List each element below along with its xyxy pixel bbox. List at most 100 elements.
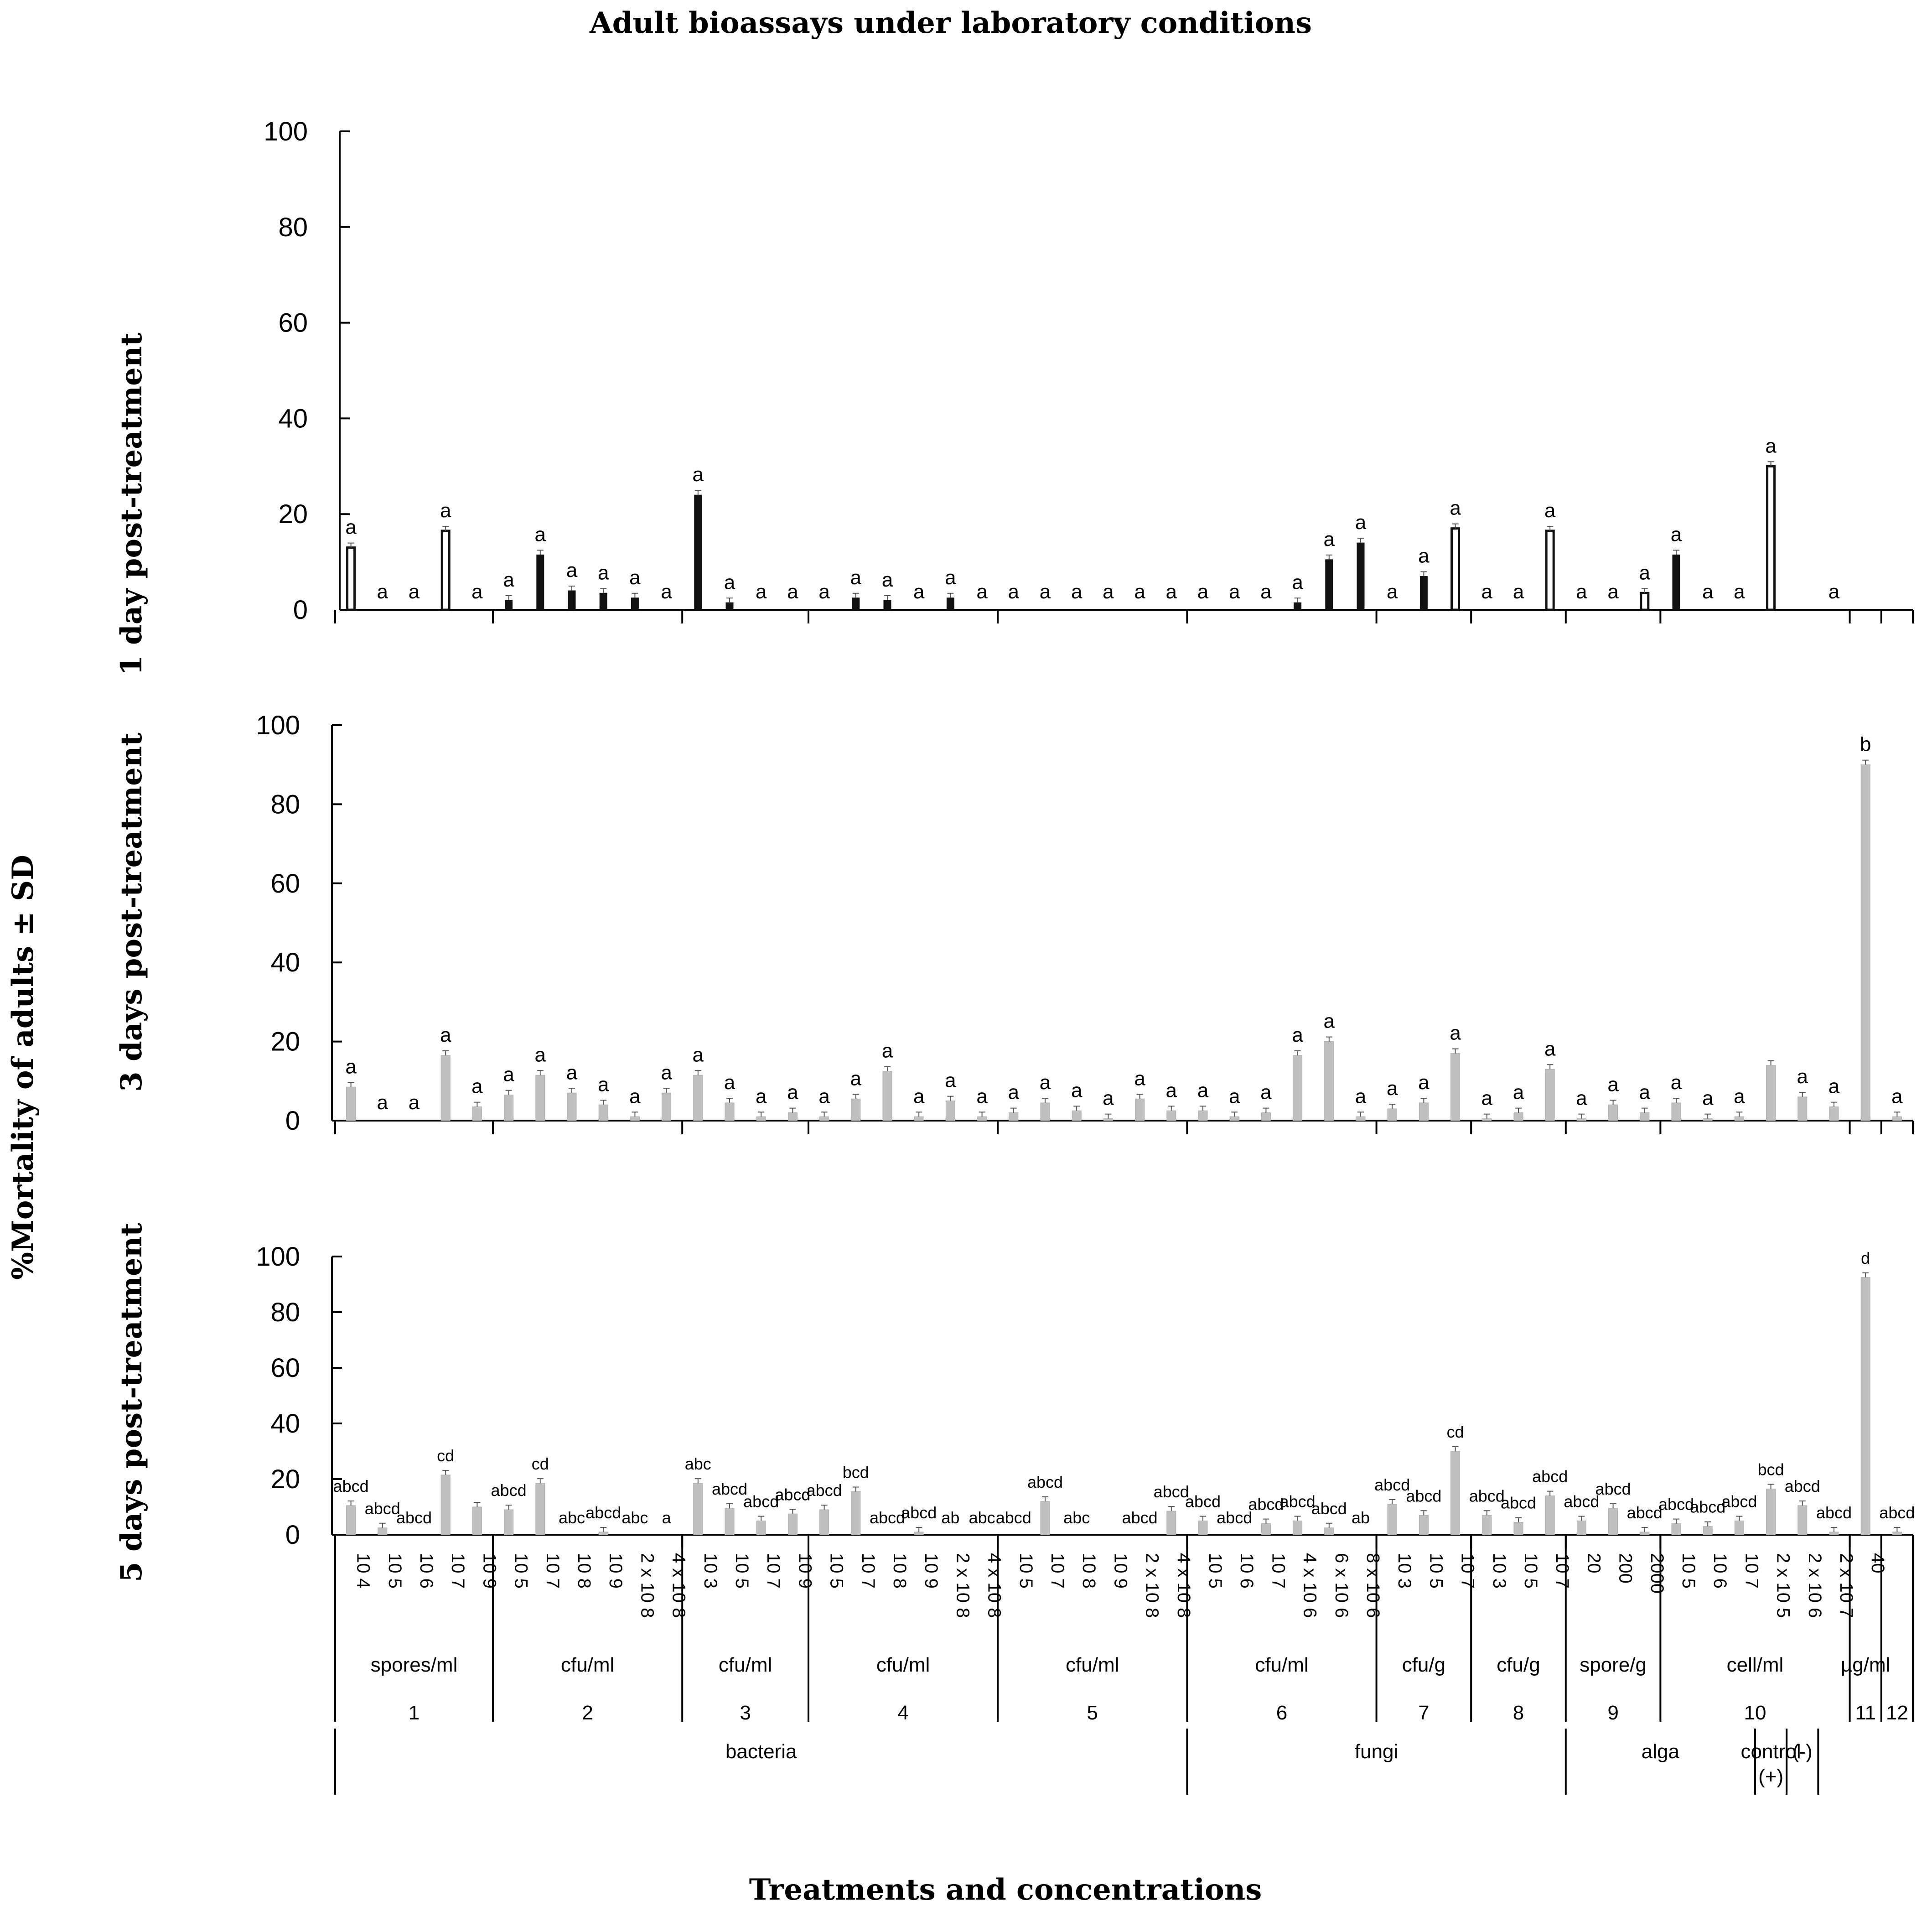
significance-letter: a	[1671, 523, 1682, 545]
concentration-label: 10 6	[1710, 1553, 1730, 1589]
organism-label: control (+)	[1741, 1740, 1801, 1788]
significance-letter: abcd	[1406, 1486, 1441, 1505]
significance-letter: abcd	[1280, 1492, 1316, 1511]
significance-letter: a	[1292, 571, 1303, 593]
bar	[914, 1532, 924, 1535]
concentration-label: 10 8	[574, 1553, 594, 1589]
significance-letter: abcd	[996, 1508, 1031, 1527]
concentration-label: 10 7	[1741, 1553, 1761, 1589]
bar	[1640, 1112, 1650, 1121]
bar	[535, 1483, 545, 1535]
concentration-label: 10 5	[827, 1553, 847, 1589]
significance-letter: a	[440, 499, 451, 522]
bar	[504, 1095, 514, 1121]
bar	[346, 1086, 356, 1121]
bar	[1860, 764, 1870, 1121]
significance-letter: abcd	[1816, 1503, 1852, 1522]
bar	[598, 1532, 608, 1535]
concentration-label: 4 x 10 6	[1300, 1553, 1320, 1618]
bar	[1734, 1521, 1744, 1535]
concentration-label: 10 8	[890, 1553, 910, 1589]
concentration-label: 10 6	[416, 1553, 436, 1589]
bar	[1482, 1118, 1492, 1121]
significance-letter: a	[1765, 435, 1777, 457]
significance-letter: a	[1040, 1071, 1051, 1094]
significance-letter: abcd	[1595, 1480, 1631, 1498]
significance-letter: a	[913, 581, 925, 603]
significance-letter: abcd	[901, 1503, 937, 1522]
bar	[535, 1075, 545, 1121]
significance-letter: a	[629, 566, 641, 589]
significance-letter: abcd	[1027, 1473, 1063, 1491]
treatment-number: 3	[740, 1702, 751, 1724]
bar	[725, 1508, 735, 1535]
y-tick-label: 0	[293, 595, 308, 625]
bar	[378, 1527, 388, 1535]
concentration-label: 10 7	[1552, 1553, 1572, 1589]
significance-letter: a	[787, 581, 798, 603]
significance-letter: a	[818, 1085, 830, 1107]
significance-letter: abcd	[1185, 1492, 1221, 1511]
significance-letter: a	[1355, 511, 1367, 534]
treatment-number: 1	[409, 1702, 420, 1724]
significance-letter: a	[629, 1085, 641, 1107]
unit-label: spore/g	[1580, 1654, 1647, 1676]
significance-letter: a	[1166, 581, 1177, 603]
significance-letter: a	[440, 1024, 451, 1046]
significance-letter: a	[471, 1075, 483, 1098]
concentration-label: 10 6	[1237, 1553, 1257, 1589]
treatment-number: 4	[897, 1702, 908, 1724]
bar	[662, 1092, 672, 1121]
bar	[346, 546, 356, 611]
treatment-number: 12	[1886, 1702, 1908, 1724]
significance-letter: a	[1450, 497, 1461, 519]
bar	[787, 1513, 798, 1535]
bar	[536, 554, 544, 610]
bar	[1419, 1102, 1429, 1121]
significance-letter: a	[598, 1073, 609, 1096]
concentration-label: 8 x 10 6	[1363, 1553, 1383, 1618]
y-tick-label: 0	[285, 1106, 300, 1136]
concentration-label: 10 9	[921, 1553, 941, 1589]
significance-letter: a	[1229, 581, 1240, 603]
y-tick-label: 60	[278, 308, 308, 338]
bar	[819, 1116, 829, 1121]
significance-letter: abcd	[1564, 1492, 1599, 1511]
bar	[1324, 1041, 1334, 1121]
organism-label: fungi	[1355, 1740, 1398, 1763]
significance-letter: a	[693, 463, 704, 486]
bar	[1545, 1496, 1555, 1535]
concentration-label: 4 x 10 8	[669, 1553, 689, 1618]
treatment-number: 10	[1744, 1702, 1766, 1724]
bar	[1135, 1098, 1145, 1121]
concentration-label: 10 9	[606, 1553, 626, 1589]
bar	[756, 1116, 766, 1121]
bar	[883, 600, 891, 610]
unit-label: cfu/ml	[561, 1654, 614, 1676]
significance-letter: ab	[941, 1508, 959, 1527]
significance-letter: a	[409, 1091, 420, 1114]
significance-letter: a	[503, 1064, 514, 1086]
significance-letter: abcd	[585, 1503, 621, 1522]
bar	[1450, 1451, 1461, 1535]
bar	[1387, 1504, 1397, 1535]
significance-letter: a	[662, 1508, 672, 1527]
concentration-label: 10 7	[1047, 1553, 1067, 1589]
bar	[1892, 1116, 1902, 1121]
significance-letter: abcd	[1532, 1467, 1568, 1486]
significance-letter: a	[1387, 581, 1398, 603]
bar	[504, 1509, 514, 1535]
bar	[1797, 1096, 1808, 1121]
significance-letter: a	[1418, 1071, 1430, 1094]
bar	[1513, 1522, 1523, 1535]
bar	[505, 600, 513, 610]
y-tick-label: 100	[256, 1242, 300, 1272]
bar	[1419, 576, 1428, 610]
bar	[1261, 1523, 1271, 1535]
bar	[819, 1509, 829, 1535]
significance-letter: a	[1008, 581, 1020, 603]
panel-5-days: 5 days post-treatment 020406080100abcdabc…	[114, 1223, 1915, 1582]
bar	[440, 1475, 451, 1535]
